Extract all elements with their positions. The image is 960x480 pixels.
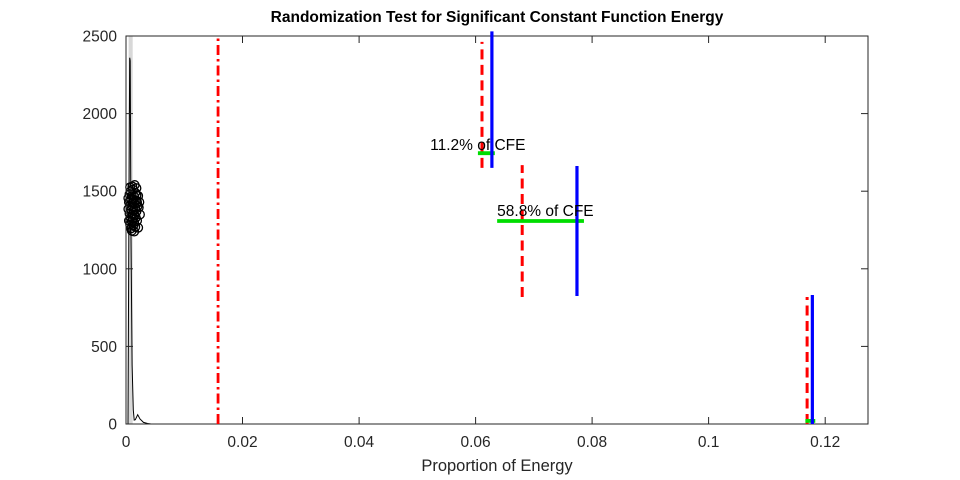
annotation-cfe-58-8: 58.8% of CFE <box>497 202 594 220</box>
y-tick-label: 0 <box>108 417 117 434</box>
x-tick-label: 0 <box>122 434 131 451</box>
x-tick-label: 0.08 <box>577 434 607 451</box>
x-tick-label: 0.1 <box>698 434 720 451</box>
null-sample-marker <box>133 202 144 213</box>
axes-box <box>125 35 869 425</box>
annotation-cfe-11-2: 11.2% of CFE <box>430 136 526 154</box>
x-tick-label: 0.02 <box>227 434 257 451</box>
y-tick-label: 1500 <box>83 184 118 201</box>
null-sample-marker <box>131 183 142 194</box>
x-axis-label: Proportion of Energy <box>421 457 573 475</box>
null-density-curve <box>127 57 152 425</box>
y-tick-label: 1000 <box>83 261 118 278</box>
y-tick-label: 2000 <box>83 106 118 123</box>
null-sample-marker <box>128 220 139 231</box>
y-tick-label: 500 <box>91 339 117 356</box>
x-tick-label: 0.12 <box>810 434 840 451</box>
null-sample-marker <box>134 197 145 208</box>
x-tick-label: 0.06 <box>461 434 491 451</box>
chart-title: Randomization Test for Significant Const… <box>270 9 724 26</box>
null-sample-marker <box>129 226 140 237</box>
x-tick-label: 0.04 <box>344 434 375 451</box>
y-tick-label: 2500 <box>83 29 118 46</box>
